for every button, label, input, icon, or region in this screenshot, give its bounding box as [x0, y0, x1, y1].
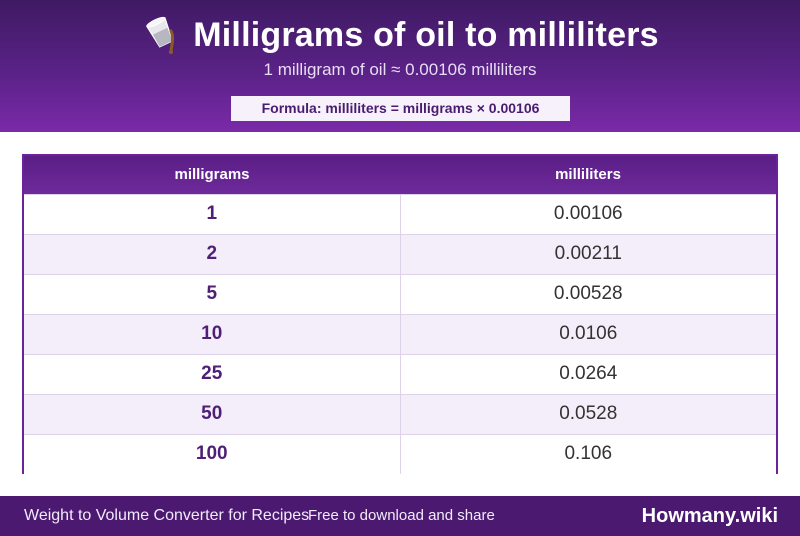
column-header-milligrams: milligrams	[174, 166, 250, 184]
brand-logo-text[interactable]: Howmany.wiki	[641, 505, 778, 527]
footer-share-note: Free to download and share	[308, 507, 495, 524]
title-row: Milligrams of oil to milliliters	[0, 13, 800, 57]
milliliters-cell: 0.0264	[400, 353, 776, 394]
milligrams-cell: 1	[24, 193, 401, 234]
table-row: 2 0.00211	[24, 233, 776, 274]
table-row: 50 0.0528	[24, 393, 776, 434]
milligrams-cell: 25	[24, 353, 401, 394]
conversion-subtitle: 1 milligram of oil ≈ 0.00106 milliliters	[263, 60, 537, 79]
milligrams-cell: 5	[24, 273, 401, 314]
formula-box: Formula: milliliters = milligrams × 0.00…	[231, 96, 570, 121]
page-title: Milligrams of oil to milliliters	[193, 15, 659, 54]
milliliters-cell: 0.00528	[400, 273, 776, 314]
table-row: 1 0.00106	[24, 193, 776, 234]
pouring-glass-icon	[141, 15, 181, 55]
milliliters-cell: 0.0106	[400, 313, 776, 354]
milliliters-cell: 0.00106	[400, 193, 776, 234]
milliliters-cell: 0.0528	[400, 393, 776, 434]
milligrams-cell: 10	[24, 313, 401, 354]
milliliters-cell: 0.00211	[400, 233, 776, 274]
conversion-table: milligrams milliliters 1 0.00106 2 0.002…	[22, 154, 778, 474]
footer-bar: Weight to Volume Converter for Recipes F…	[0, 496, 800, 536]
milligrams-cell: 2	[24, 233, 401, 274]
milliliters-cell: 0.106	[400, 433, 776, 474]
milligrams-cell: 100	[24, 433, 401, 474]
column-header-milliliters: milliliters	[555, 166, 621, 184]
milligrams-cell: 50	[24, 393, 401, 434]
table-row: 25 0.0264	[24, 353, 776, 394]
table-header-row: milligrams milliliters	[24, 156, 776, 194]
header-banner: Milligrams of oil to milliliters 1 milli…	[0, 0, 800, 132]
table-row: 10 0.0106	[24, 313, 776, 354]
table-row: 5 0.00528	[24, 273, 776, 314]
footer-converter-name: Weight to Volume Converter for Recipes	[24, 507, 310, 524]
table-row: 100 0.106	[24, 433, 776, 474]
